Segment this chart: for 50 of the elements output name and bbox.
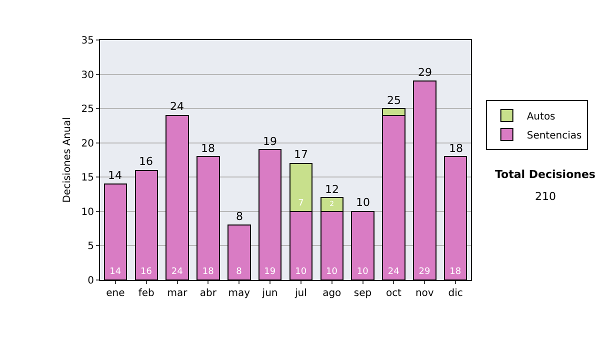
y-tick-label: 25 xyxy=(81,104,94,116)
y-axis-title: Decisiones Anual xyxy=(62,117,73,203)
x-tick-label: abr xyxy=(200,288,218,299)
x-tick-label: jun xyxy=(261,288,278,299)
x-tick-label: mar xyxy=(167,288,188,299)
y-tick-label: 35 xyxy=(81,36,94,46)
x-tick-label: may xyxy=(228,288,250,299)
data-label: 8 xyxy=(236,267,242,277)
y-tick-label: 5 xyxy=(88,241,94,252)
y-tick-label: 30 xyxy=(81,70,94,81)
text: Total Decisiones xyxy=(495,168,596,181)
data-label: 16 xyxy=(140,267,152,277)
total-label: 18 xyxy=(449,142,463,155)
total-label: 18 xyxy=(201,142,215,155)
data-label: 24 xyxy=(388,267,400,277)
data-label: 14 xyxy=(110,267,122,277)
legend-label: Sentencias xyxy=(526,130,582,142)
y-tick-label: 0 xyxy=(88,276,94,286)
total-label: 8 xyxy=(236,210,243,223)
x-tick-label: ago xyxy=(322,288,342,299)
data-label: 18 xyxy=(202,267,214,277)
x-tick-label: jul xyxy=(294,288,307,299)
total-label: 17 xyxy=(294,148,308,161)
x-tick-label: ene xyxy=(106,288,125,299)
total-label: 10 xyxy=(356,196,370,209)
total-label: 12 xyxy=(325,183,339,196)
legend-label: Autos xyxy=(526,111,556,122)
data-label: 19 xyxy=(264,267,276,277)
data-label: 18 xyxy=(450,267,462,277)
y-tick-label: 15 xyxy=(81,172,94,184)
x-tick-label: dic xyxy=(448,288,463,299)
x-tick-label: feb xyxy=(138,288,154,299)
total-label: 24 xyxy=(170,100,184,113)
y-tick-label: 20 xyxy=(81,138,94,150)
x-tick-label: nov xyxy=(415,288,434,299)
total-label: 16 xyxy=(139,155,153,168)
data-label: 10 xyxy=(356,267,369,277)
total-label: 25 xyxy=(387,94,401,107)
data-label: 10 xyxy=(326,267,338,277)
x-tick-label: sep xyxy=(354,288,372,299)
data-label: 10 xyxy=(295,267,307,277)
x-tick-label: oct xyxy=(386,288,402,299)
total-label: 19 xyxy=(263,135,277,148)
y-tick-label: 10 xyxy=(81,206,94,218)
data-label: 29 xyxy=(418,267,430,277)
total-label: 29 xyxy=(418,66,432,79)
total-label: 14 xyxy=(108,169,122,182)
data-label: 24 xyxy=(171,267,184,277)
text: 210 xyxy=(535,190,556,203)
data-label: 7 xyxy=(298,198,304,208)
